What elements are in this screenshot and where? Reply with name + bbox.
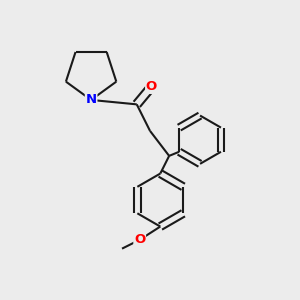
Text: O: O	[134, 233, 145, 246]
Text: O: O	[146, 80, 157, 93]
Text: N: N	[85, 93, 97, 106]
